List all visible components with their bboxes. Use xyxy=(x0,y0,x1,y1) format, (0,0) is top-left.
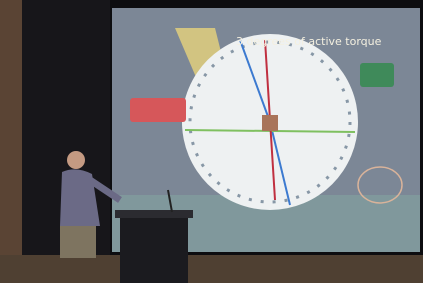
podium-top xyxy=(115,210,193,218)
page: 3 degrees of active torque (() => { cons… xyxy=(0,0,423,283)
slide-title: 3 degrees of active torque xyxy=(236,35,382,48)
left-wall xyxy=(0,0,22,283)
red-label-box xyxy=(130,98,186,122)
presenter-legs xyxy=(60,226,96,258)
green-label-box xyxy=(360,63,394,87)
stage-floor xyxy=(0,255,423,283)
hub xyxy=(262,115,278,131)
presenter-head xyxy=(67,151,85,169)
photo: 3 degrees of active torque xyxy=(0,0,423,283)
podium xyxy=(120,213,188,283)
